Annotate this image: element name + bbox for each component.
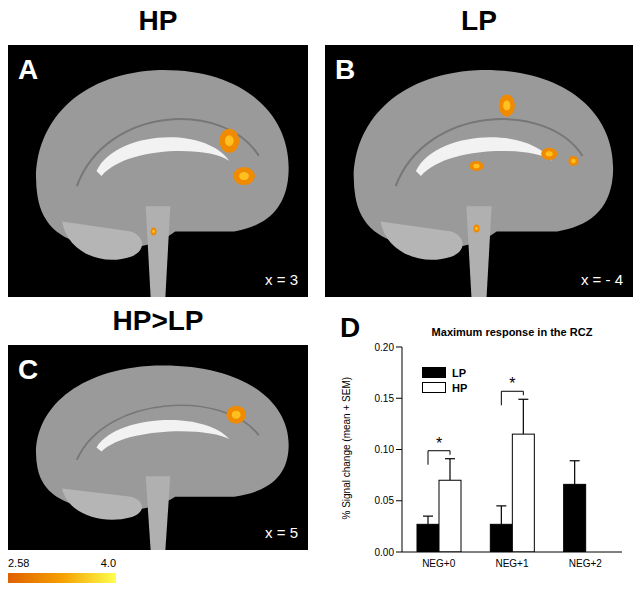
svg-text:0.15: 0.15: [375, 393, 395, 404]
svg-text:0.00: 0.00: [375, 547, 395, 558]
html-text:Maximum response in the RCZ: Maximum response in the RCZ: [431, 326, 593, 338]
html-text:HP: HP: [138, 5, 178, 36]
svg-text:C: C: [18, 354, 38, 385]
svg-text:*: *: [436, 435, 442, 452]
svg-text:0.20: 0.20: [375, 342, 395, 353]
html-text:LP: LP: [461, 5, 497, 36]
svg-text:x = - 4: x = - 4: [581, 271, 623, 288]
svg-text:0.05: 0.05: [375, 495, 395, 506]
svg-text:B: B: [335, 54, 355, 85]
svg-text:*: *: [509, 375, 515, 392]
svg-text:2.58: 2.58: [8, 557, 29, 569]
svg-text:A: A: [18, 54, 38, 85]
svg-text:4.0: 4.0: [101, 557, 116, 569]
html-text:HP>LP: HP>LP: [112, 305, 204, 336]
svg-text:NEG+1: NEG+1: [495, 558, 529, 569]
html-text:D: D: [340, 312, 361, 343]
svg-text:% Signal change (mean + SEM): % Signal change (mean + SEM): [341, 377, 352, 520]
svg-text:x = 5: x = 5: [265, 524, 298, 541]
html-text:LP: LP: [452, 366, 467, 379]
svg-text:0.10: 0.10: [375, 444, 395, 455]
svg-text:x = 3: x = 3: [265, 271, 298, 288]
svg-text:NEG+0: NEG+0: [422, 558, 456, 569]
svg-text:NEG+2: NEG+2: [569, 558, 603, 569]
html-text:HP: HP: [452, 381, 468, 394]
